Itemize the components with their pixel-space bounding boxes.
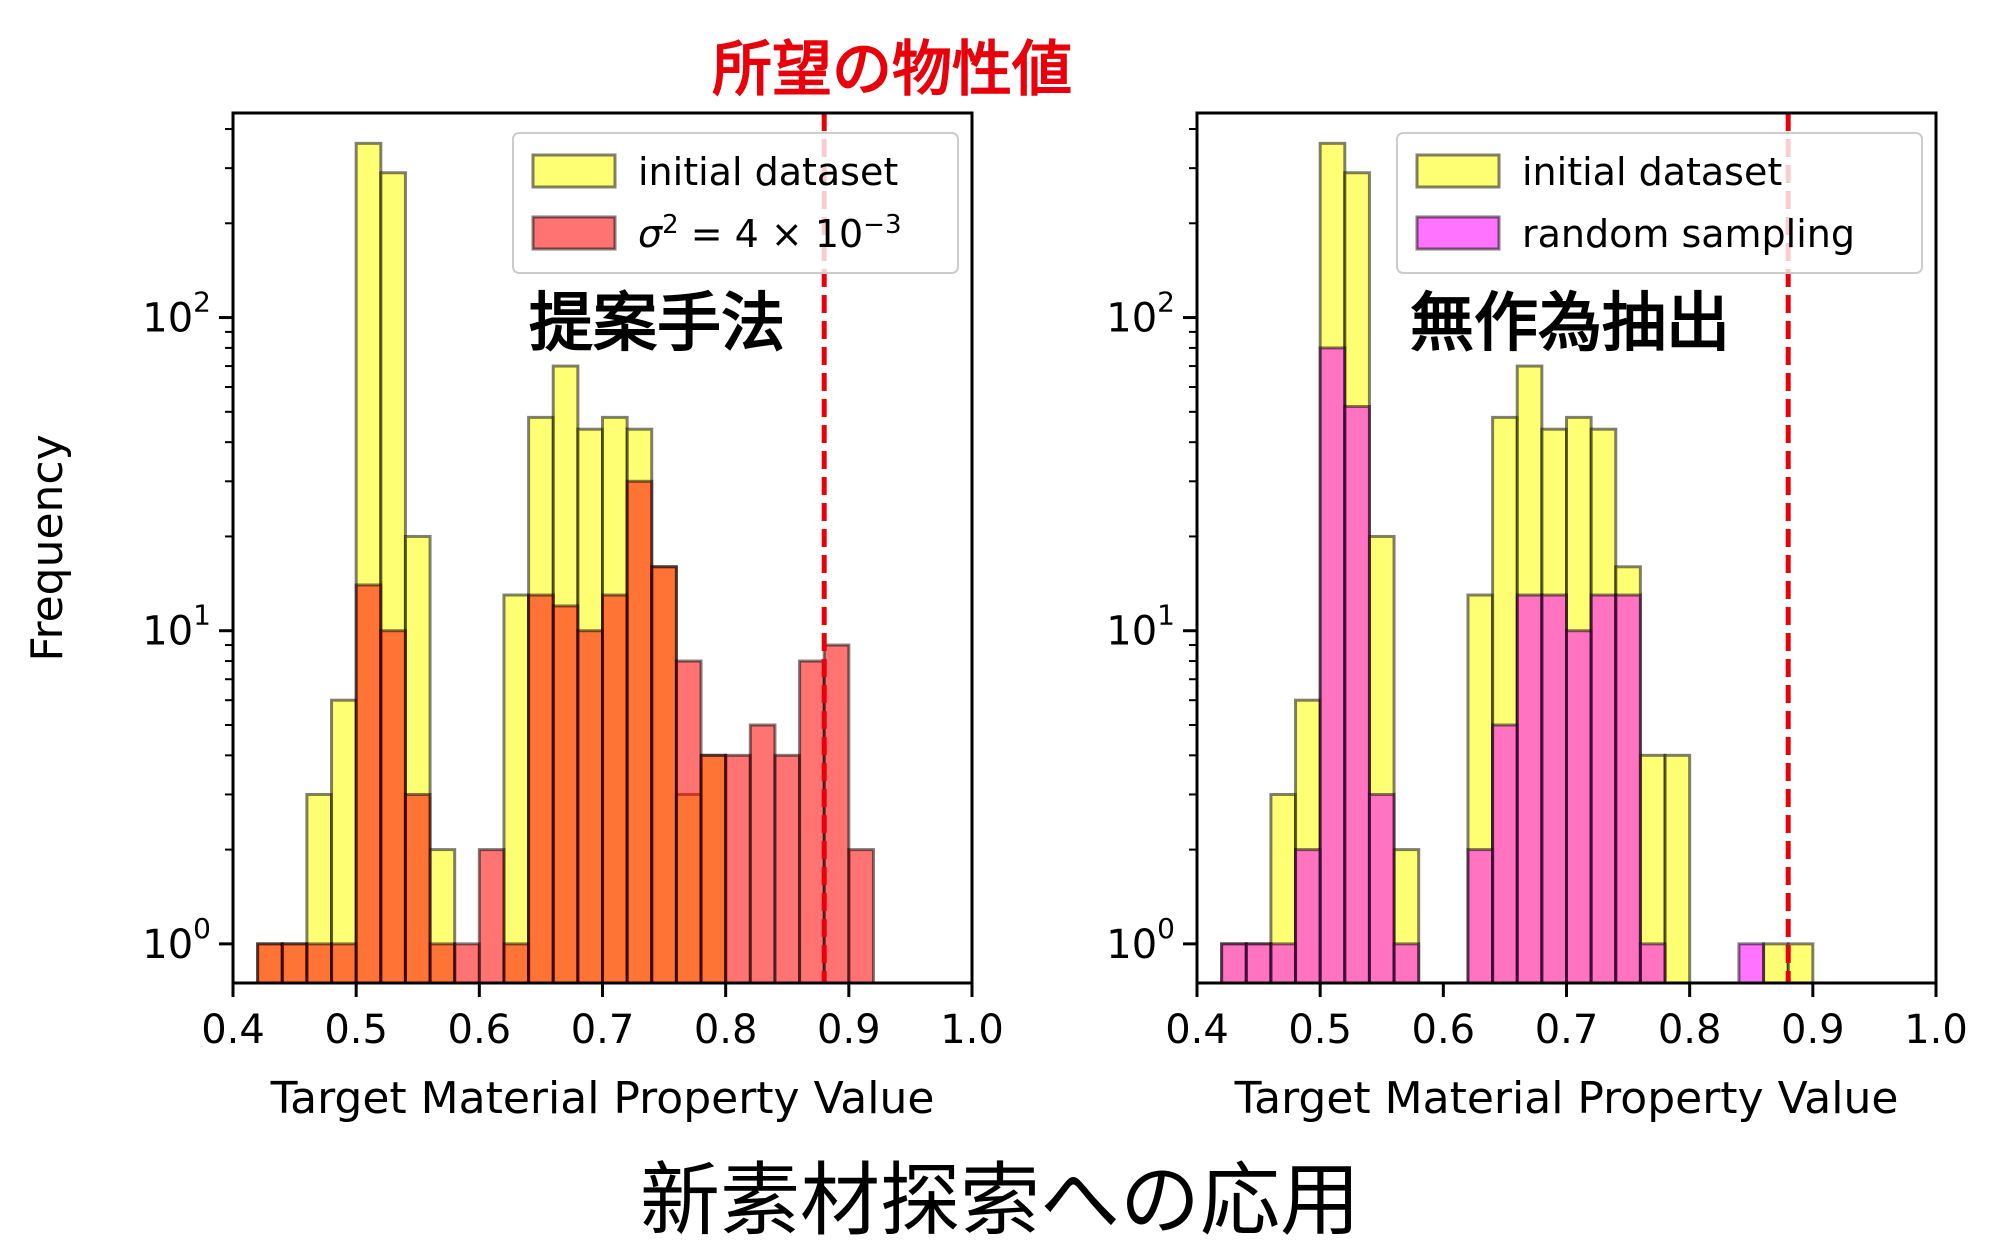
x-tick-label: 0.7: [571, 1007, 635, 1053]
histogram-bar: [280, 942, 309, 985]
x-tick-label: 0.5: [324, 1007, 388, 1053]
x-axis-label: Target Material Property Value: [1234, 1073, 1899, 1124]
method-label-proposed: 提案手法: [529, 287, 785, 361]
histogram-bar: [330, 942, 358, 985]
y-tick-label: 102: [142, 286, 211, 342]
histogram-bar: [305, 942, 334, 985]
x-tick-label: 0.4: [1165, 1007, 1229, 1053]
x-tick-label: 0.6: [448, 1007, 512, 1053]
histogram-bar: [428, 942, 457, 985]
histogram-bar: [625, 479, 654, 985]
x-tick-label: 0.4: [201, 1007, 265, 1053]
histogram-bar: [1466, 848, 1495, 985]
histogram-bar: [330, 698, 358, 985]
axes: 0.4 0.5 0.6 0.7 0.8 0.9 1.0 100 101 102: [142, 128, 1004, 1053]
histogram-bar: [1491, 723, 1519, 985]
histogram-bar: [1565, 629, 1593, 985]
x-axis-label: Target Material Property Value: [270, 1073, 935, 1124]
y-tick-label: 102: [1106, 286, 1175, 342]
x-tick-label: 0.9: [817, 1007, 881, 1053]
histogram-bar: [576, 629, 604, 985]
histogram-bar: [1614, 593, 1642, 985]
histogram-bar: [1367, 792, 1396, 985]
legend-swatch-random: [1415, 215, 1501, 251]
x-tick-label: 0.8: [694, 1007, 758, 1053]
histogram-bar: [1663, 753, 1692, 985]
y-tick-label: 100: [1106, 912, 1175, 968]
legend: initial dataset random sampling: [1396, 132, 1923, 274]
legend-label-initial: initial dataset: [638, 150, 898, 194]
histogram-bar: [601, 593, 629, 985]
histogram-bar: [724, 753, 752, 985]
proposed-method-bars: [256, 141, 875, 985]
histogram-bar: [1269, 942, 1298, 985]
histogram-bar: [379, 629, 407, 985]
histogram-bar: [1515, 593, 1544, 985]
histogram-bar: [1638, 942, 1667, 985]
histogram-bar: [1294, 848, 1322, 985]
histogram-bar: [477, 848, 506, 985]
histogram-bar: [502, 942, 531, 985]
histogram-bar: [551, 604, 580, 985]
x-tick-label: 0.8: [1658, 1007, 1722, 1053]
histogram-bar: [798, 659, 826, 985]
histogram-bar: [650, 565, 678, 985]
histogram-bar: [748, 723, 777, 985]
histogram-bar: [1343, 404, 1371, 985]
legend-box: [1396, 132, 1923, 274]
legend-label-sigma: σ2 = 4 × 10−3: [638, 210, 902, 256]
legend-swatch-proposed: [531, 215, 617, 251]
histogram-bar: [773, 753, 802, 985]
histogram-bar: [1220, 942, 1248, 985]
histogram-bar: [1318, 346, 1347, 985]
y-tick-label: 100: [142, 912, 211, 968]
histogram-bar: [1762, 942, 1790, 985]
y-tick-label: 101: [142, 599, 211, 655]
histogram-bar: [256, 942, 284, 985]
legend-swatch-initial: [531, 153, 617, 189]
histogram-bar: [674, 659, 703, 985]
histogram-bar: [1540, 593, 1568, 985]
figure-caption: 新素材探索への応用: [640, 1154, 1360, 1247]
method-label-random: 無作為抽出: [1410, 287, 1730, 361]
histogram-bar: [502, 593, 531, 985]
histogram-bar: [1392, 942, 1421, 985]
y-axis-label: Frequency: [22, 434, 73, 661]
x-tick-label: 0.5: [1288, 1007, 1352, 1053]
target-property-label: 所望の物性値: [712, 35, 1072, 105]
y-tick-label: 101: [1106, 599, 1175, 655]
histogram-bar: [699, 753, 728, 985]
histogram-bar: [847, 848, 875, 985]
histogram-bar: [453, 942, 481, 985]
legend-box: [512, 132, 959, 274]
legend-label-initial: initial dataset: [1522, 150, 1782, 194]
random-sampling-panel: 0.4 0.5 0.6 0.7 0.8 0.9 1.0 100 101 102 Target Ma…: [1106, 111, 1968, 1124]
histogram-bar: [1244, 942, 1273, 985]
x-tick-label: 0.6: [1412, 1007, 1476, 1053]
x-tick-label: 0.9: [1781, 1007, 1845, 1053]
x-tick-label: 1.0: [940, 1007, 1004, 1053]
histogram-bar: [354, 583, 383, 985]
random-sampling-bars: [1220, 141, 1815, 985]
axes: 0.4 0.5 0.6 0.7 0.8 0.9 1.0 100 101 102: [1106, 128, 1968, 1053]
histogram-bar: [822, 643, 851, 985]
legend-label-random: random sampling: [1522, 212, 1855, 256]
histogram-bar: [1589, 593, 1618, 985]
histogram-bar: [1786, 942, 1815, 985]
histogram-bar: [527, 593, 555, 985]
proposed-method-panel: 0.4 0.5 0.6 0.7 0.8 0.9 1.0 100 101 102 Target Ma…: [22, 111, 1004, 1124]
histogram-bar: [1737, 942, 1766, 985]
x-tick-label: 0.7: [1535, 1007, 1599, 1053]
x-tick-label: 1.0: [1904, 1007, 1968, 1053]
histogram-bar: [403, 792, 432, 985]
legend: initial dataset σ2 = 4 × 10−3: [512, 132, 959, 274]
legend-swatch-initial: [1415, 153, 1501, 189]
